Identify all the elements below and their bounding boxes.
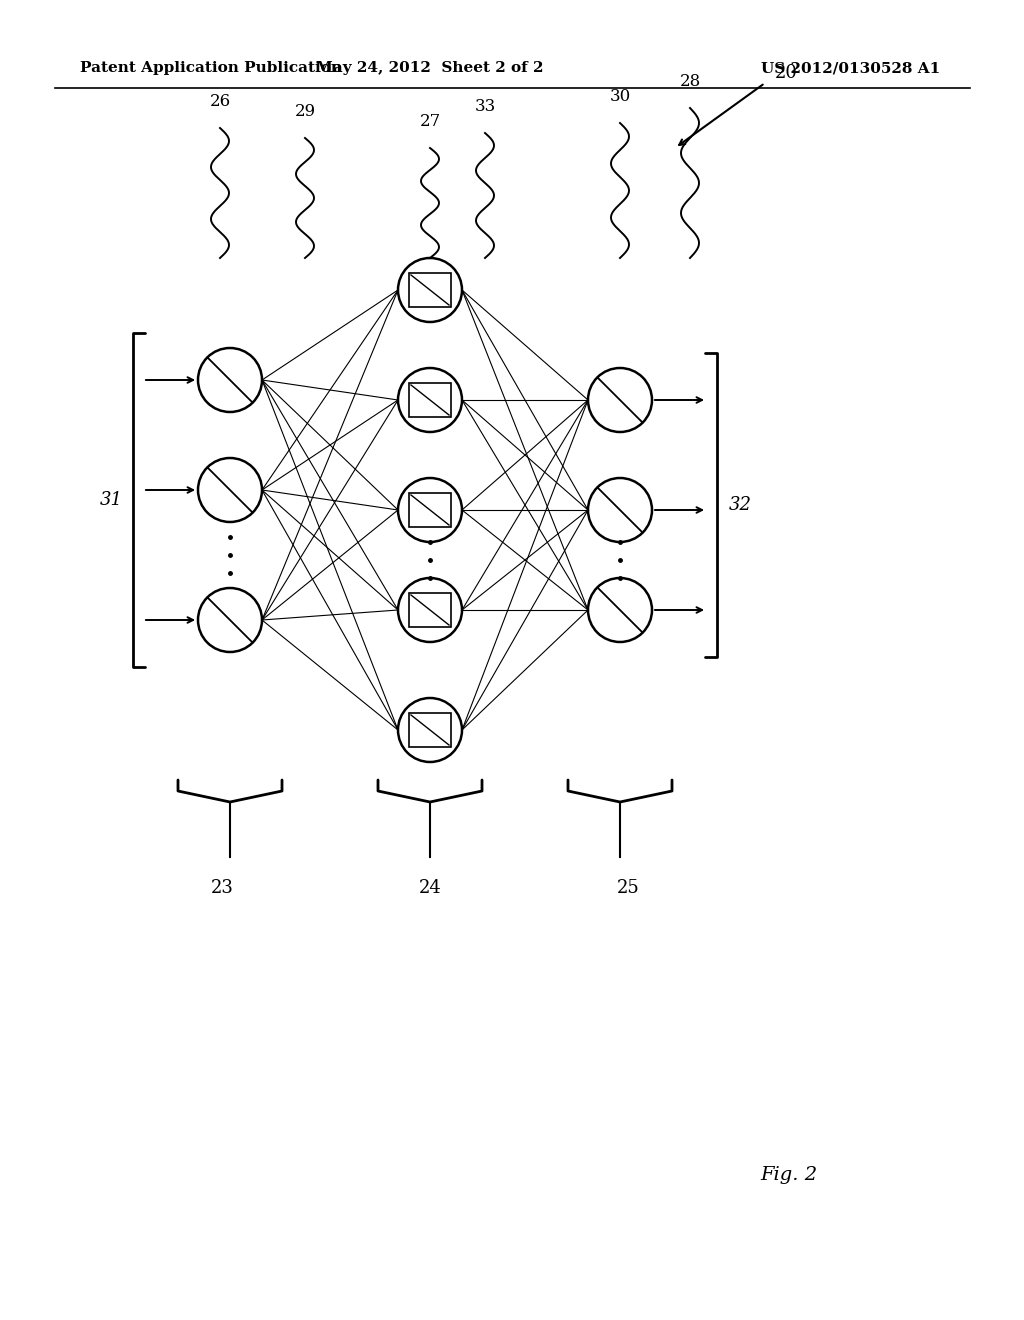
Text: Fig. 2: Fig. 2 xyxy=(760,1166,817,1184)
Text: 32: 32 xyxy=(729,496,752,513)
Text: 27: 27 xyxy=(420,114,440,129)
Text: 23: 23 xyxy=(211,879,233,898)
Text: 25: 25 xyxy=(616,879,639,898)
Bar xyxy=(409,713,451,747)
Text: 24: 24 xyxy=(419,879,441,898)
Text: 28: 28 xyxy=(679,73,700,90)
Bar xyxy=(409,492,451,527)
Bar xyxy=(409,593,451,627)
Text: 20: 20 xyxy=(775,63,798,82)
Text: Patent Application Publication: Patent Application Publication xyxy=(80,61,342,75)
Text: 31: 31 xyxy=(100,491,123,510)
Bar xyxy=(409,273,451,308)
Text: 29: 29 xyxy=(295,103,315,120)
Text: US 2012/0130528 A1: US 2012/0130528 A1 xyxy=(761,61,940,75)
Text: 26: 26 xyxy=(210,92,230,110)
Text: 30: 30 xyxy=(609,88,631,106)
Bar xyxy=(409,383,451,417)
Text: May 24, 2012  Sheet 2 of 2: May 24, 2012 Sheet 2 of 2 xyxy=(316,61,544,75)
Text: 33: 33 xyxy=(474,98,496,115)
